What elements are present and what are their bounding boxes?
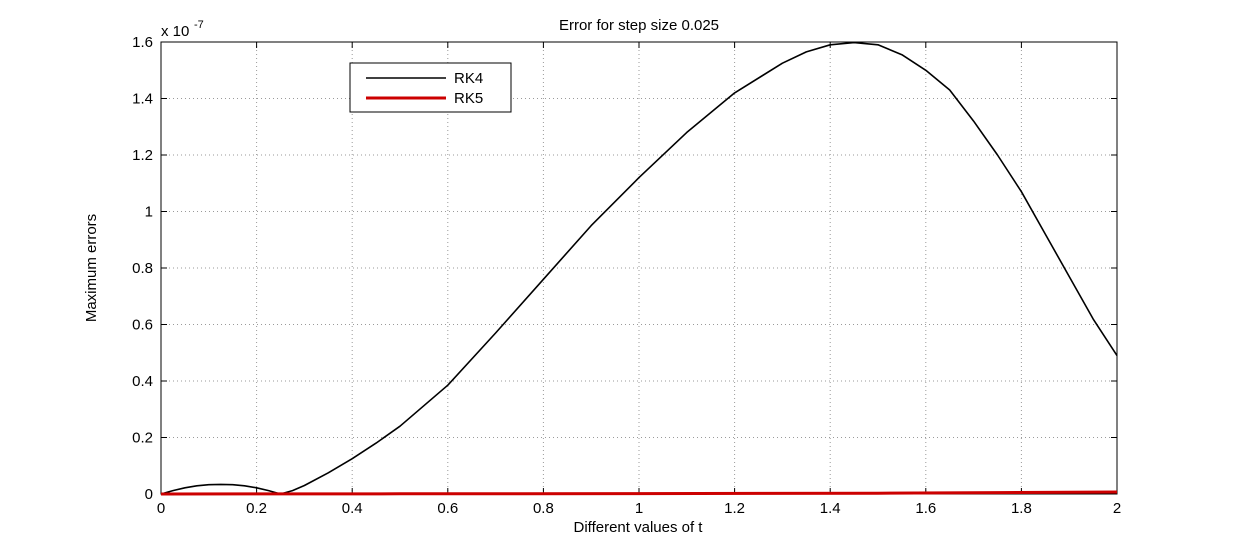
x-tick-label: 0.8 [533, 500, 554, 517]
y-axis-multiplier: x 10 -7 [161, 19, 204, 40]
y-tick-label: 0.2 [132, 430, 153, 447]
legend: RK4 RK5 [349, 62, 512, 113]
y-tick-label: 0.6 [132, 317, 153, 334]
x-tick-label: 2 [1113, 500, 1121, 517]
y-tick-label: 1.2 [132, 147, 153, 164]
x-tick-label: 1.8 [1011, 500, 1032, 517]
x-axis-label: Different values of t [574, 519, 704, 536]
x-tick-label: 0.4 [342, 500, 363, 517]
chart-title: Error for step size 0.025 [559, 17, 719, 34]
multiplier-base: x 10 [161, 23, 189, 40]
y-tick-label: 0.8 [132, 260, 153, 277]
legend-label-rk4: RK4 [454, 70, 483, 87]
x-tick-label: 0 [157, 500, 165, 517]
y-tick-label: 1.4 [132, 91, 153, 108]
grid-layer [161, 42, 1117, 494]
y-tick-label: 1.6 [132, 34, 153, 51]
series-layer [160, 41, 1118, 496]
x-tick-label: 0.2 [246, 500, 267, 517]
y-tick-label: 1 [145, 204, 153, 221]
series-line-rk5 [160, 490, 1118, 496]
x-tick-label: 1.6 [915, 500, 936, 517]
x-tick-label: 0.6 [437, 500, 458, 517]
x-tick-label: 1.4 [820, 500, 841, 517]
legend-label-rk5: RK5 [454, 90, 483, 107]
series-line-rk4 [160, 41, 1118, 495]
multiplier-exponent: -7 [194, 19, 204, 31]
y-tick-label: 0 [145, 486, 153, 503]
x-tick-label: 1 [635, 500, 643, 517]
y-tick-label: 0.4 [132, 373, 153, 390]
y-axis-label: Maximum errors [83, 214, 100, 322]
legend-box [349, 62, 512, 113]
ticks-layer: 0 0.2 0.4 0.6 0.8 1 1.2 1.4 1.6 1.8 2 0 0.2 0.4 0.6 0.8… [132, 34, 1121, 517]
x-tick-label: 1.2 [724, 500, 745, 517]
